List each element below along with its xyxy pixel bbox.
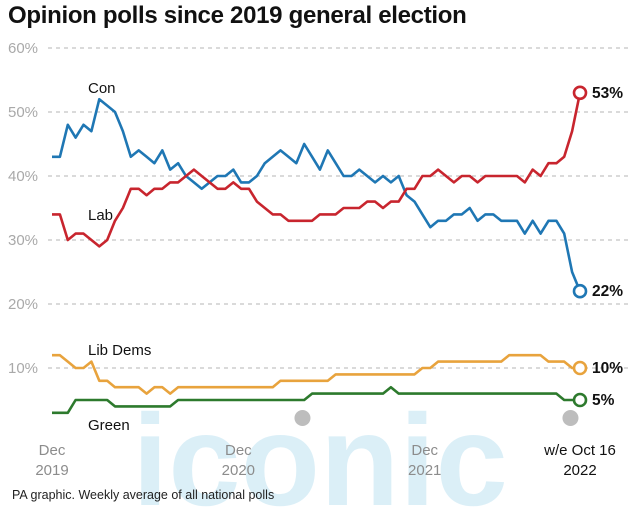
gridlines xyxy=(48,47,632,369)
chart-title: Opinion polls since 2019 general electio… xyxy=(8,2,467,29)
series-name-label: Green xyxy=(88,417,130,434)
end-marker xyxy=(572,283,588,299)
x-tick-year: 2019 xyxy=(35,462,68,479)
series-line-lab xyxy=(52,92,582,248)
x-tick-year: 2021 xyxy=(408,462,441,479)
x-axis-ticks: Dec 2019 Dec 2020 Dec 2021 w/e Oct 16 2022 xyxy=(35,410,616,479)
x-tick-label: Dec xyxy=(39,442,66,459)
series-name-label: Lib Dems xyxy=(88,342,151,359)
end-marker xyxy=(572,360,588,376)
y-axis-ticks: 60% 50% 40% 30% 20% 10% xyxy=(8,40,38,377)
end-value-label: 53% xyxy=(592,85,623,102)
y-tick-label: 30% xyxy=(8,232,38,249)
end-marker xyxy=(572,85,588,101)
y-tick-label: 50% xyxy=(8,104,38,121)
series-name-label: Lab xyxy=(88,207,113,224)
period-marker xyxy=(294,410,311,426)
end-value-label: 22% xyxy=(592,283,623,300)
series-name-label: Con xyxy=(88,80,116,97)
y-tick-label: 10% xyxy=(8,360,38,377)
x-tick-label: Dec xyxy=(225,442,252,459)
y-tick-label: 40% xyxy=(8,168,38,185)
series-line-lib-dems xyxy=(52,353,580,395)
series-lines xyxy=(52,85,588,415)
end-value-label: 5% xyxy=(592,392,615,409)
watermark-text: iconic xyxy=(132,387,508,510)
x-tick-label: w/e Oct 16 xyxy=(543,442,616,459)
x-tick-label: Dec xyxy=(411,442,438,459)
series-line-con xyxy=(52,97,582,292)
x-tick-year: 2022 xyxy=(563,462,596,479)
series-labels: 22% Con 53% Lab 10% Lib Dems 5% Green xyxy=(88,80,623,434)
end-marker xyxy=(572,392,588,408)
source-note: PA graphic. Weekly average of all nation… xyxy=(12,488,275,502)
y-tick-label: 60% xyxy=(8,40,38,57)
y-tick-label: 20% xyxy=(8,296,38,313)
end-value-label: 10% xyxy=(592,360,623,377)
period-marker xyxy=(562,410,579,426)
series-line-green xyxy=(52,385,580,415)
x-tick-year: 2020 xyxy=(222,462,255,479)
